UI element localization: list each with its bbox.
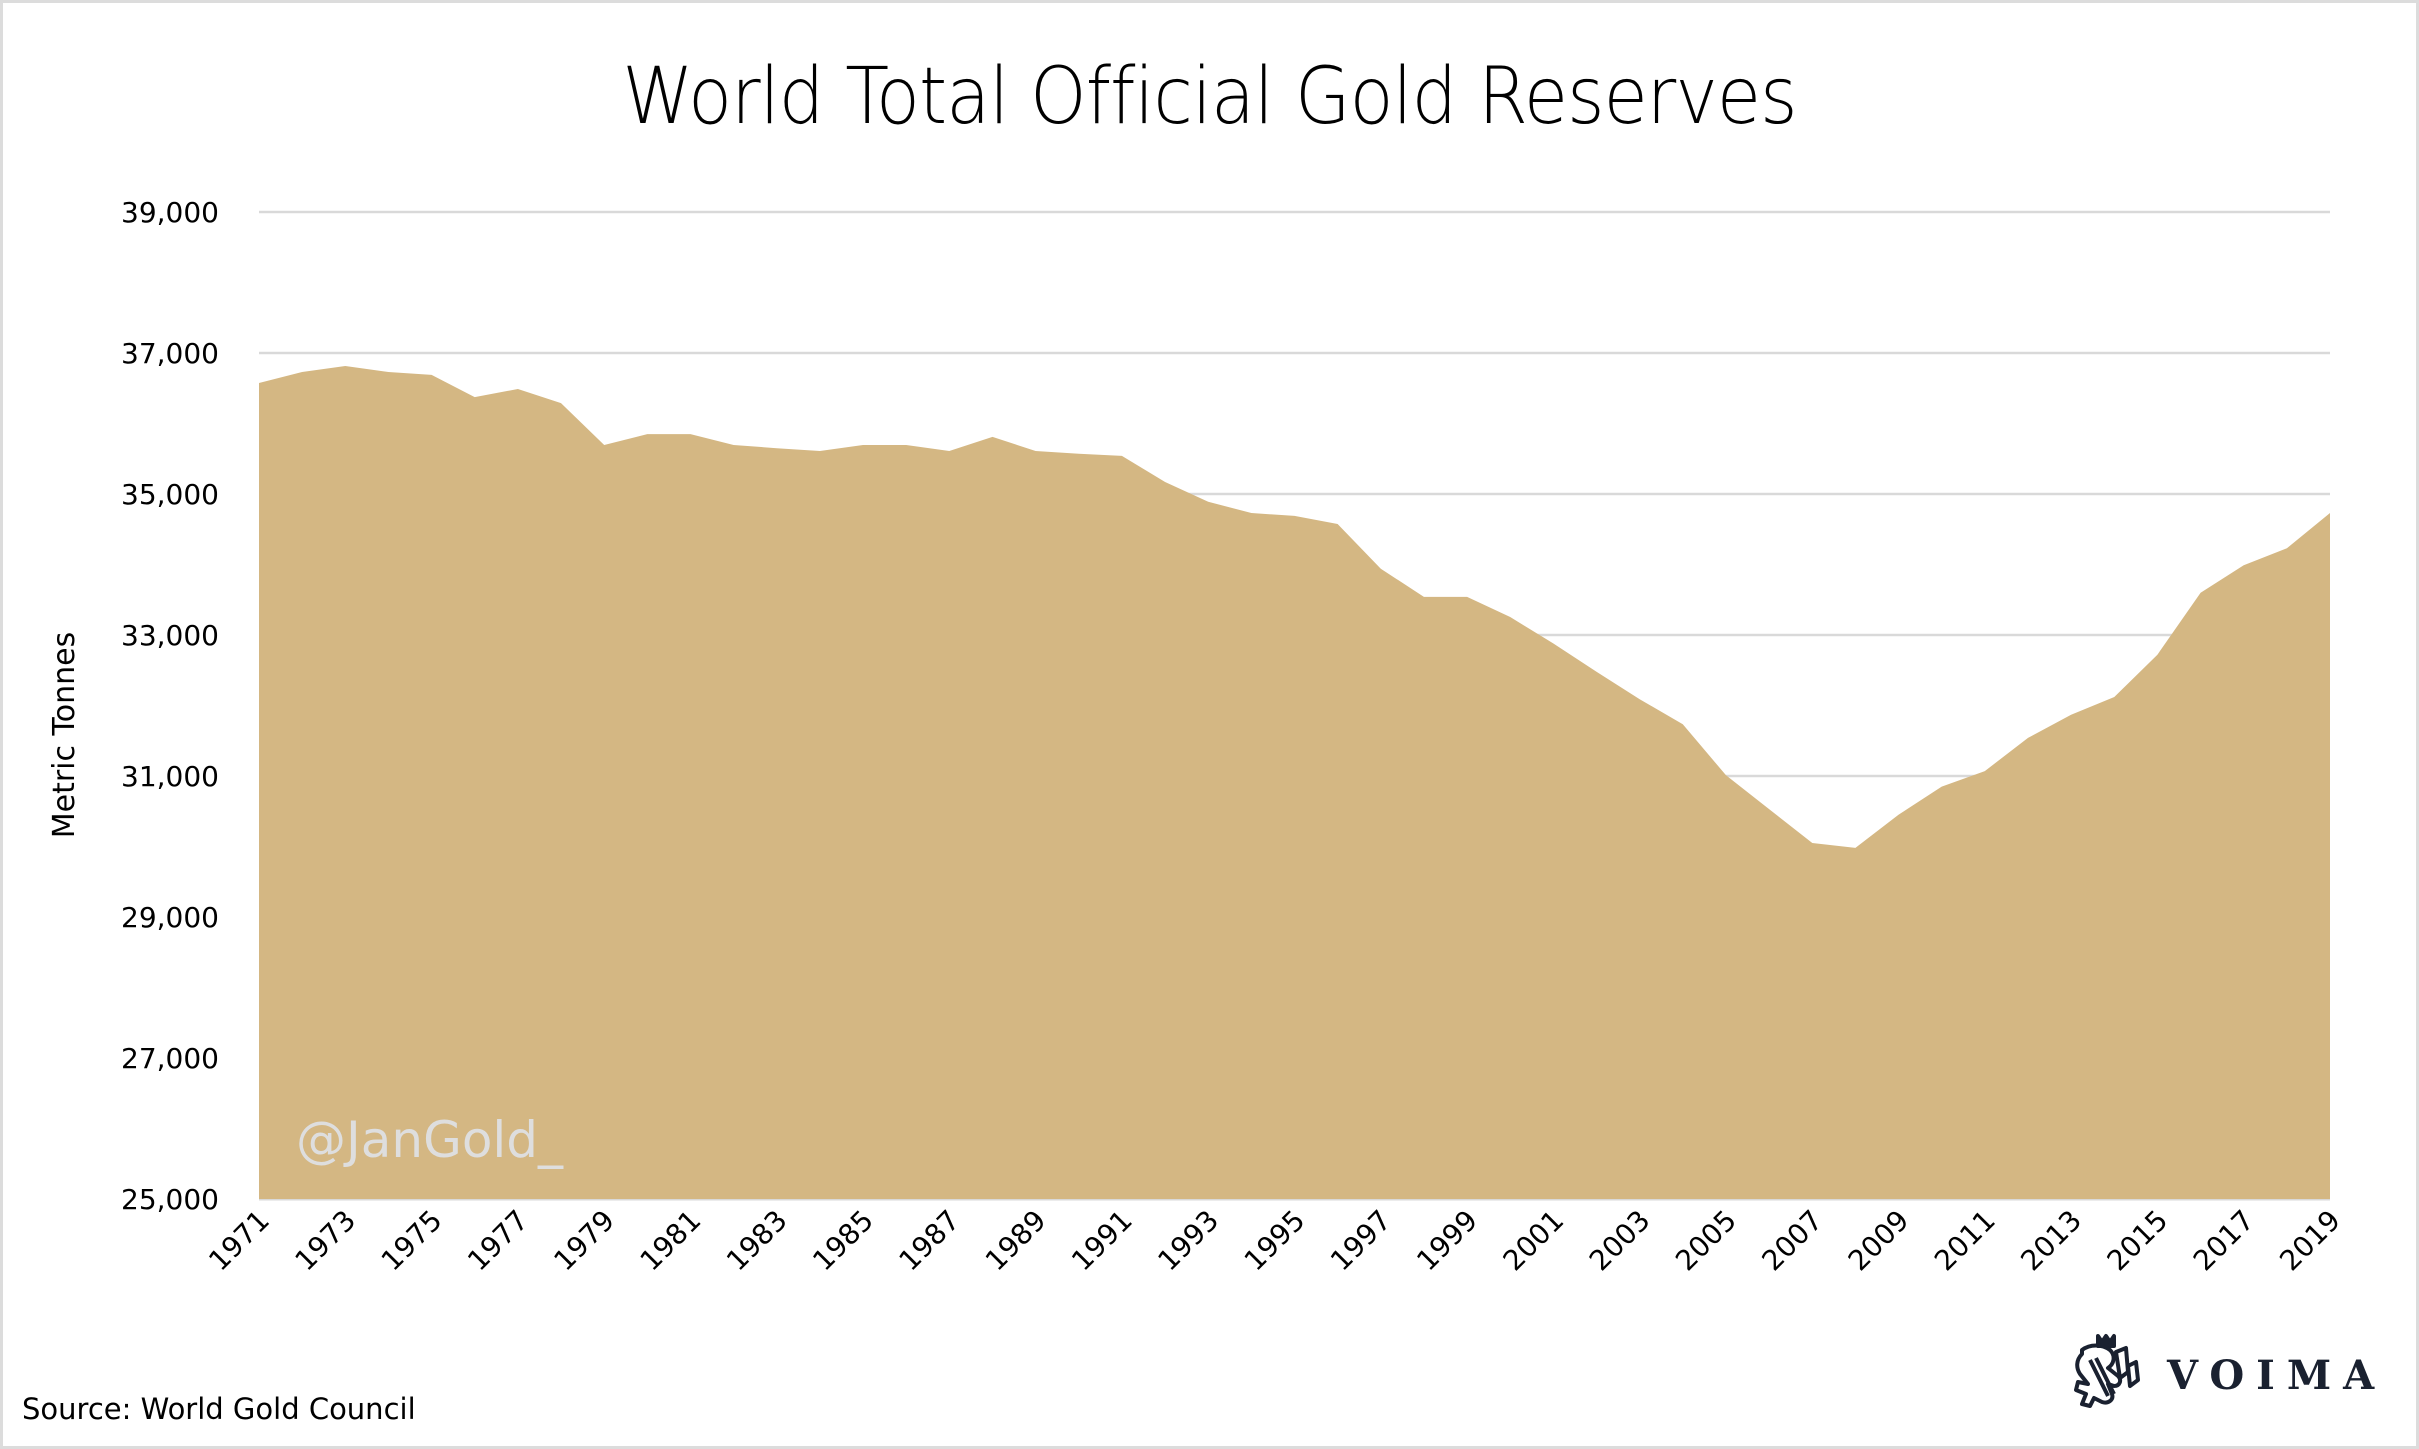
y-tick-label: 25,000	[121, 1183, 219, 1216]
x-tick-label: 2019	[2273, 1204, 2347, 1278]
chart-title: World Total Official Gold Reserves	[622, 52, 1797, 142]
x-tick-label: 1981	[634, 1204, 708, 1278]
x-tick-label: 1991	[1065, 1204, 1139, 1278]
x-tick-label: 2015	[2101, 1204, 2175, 1278]
x-tick-label: 2005	[1669, 1204, 1743, 1278]
y-tick-label: 33,000	[121, 619, 219, 652]
x-tick-label: 1989	[979, 1204, 1053, 1278]
x-tick-label: 2003	[1583, 1204, 1657, 1278]
y-tick-label: 35,000	[121, 478, 219, 511]
x-tick-label: 1975	[375, 1204, 449, 1278]
x-tick-label: 2009	[1842, 1204, 1916, 1278]
y-tick-label: 37,000	[121, 337, 219, 370]
y-tick-label: 27,000	[121, 1042, 219, 1075]
x-tick-label: 1997	[1324, 1204, 1398, 1278]
lion-crest-icon	[2074, 1334, 2140, 1408]
x-tick-label: 1979	[547, 1204, 621, 1278]
x-tick-label: 2011	[1928, 1204, 2002, 1278]
brand-name: VOIMA	[2167, 1352, 2387, 1399]
y-axis-ticks: 25,000 27,000 29,000 31,000 33,000 35,000 37,0…	[121, 196, 219, 1216]
y-tick-label: 39,000	[121, 196, 219, 229]
y-tick-label: 31,000	[121, 760, 219, 793]
y-tick-label: 29,000	[121, 901, 219, 934]
x-tick-label: 1995	[1238, 1204, 1312, 1278]
x-tick-label: 2001	[1497, 1204, 1571, 1278]
x-tick-label: 2013	[2014, 1204, 2088, 1278]
x-tick-label: 1999	[1410, 1204, 1484, 1278]
source-note: Source: World Gold Council	[22, 1392, 416, 1426]
watermark: @JanGold_	[296, 1111, 564, 1169]
x-tick-label: 2007	[1755, 1204, 1829, 1278]
x-tick-label: 1987	[893, 1204, 967, 1278]
x-tick-label: 1993	[1151, 1204, 1225, 1278]
x-tick-label: 2017	[2187, 1204, 2261, 1278]
area-series-fill	[259, 366, 2330, 1199]
y-axis-label: Metric Tonnes	[47, 632, 82, 839]
brand-logo: VOIMA	[2062, 1330, 2374, 1420]
x-tick-label: 1983	[720, 1204, 794, 1278]
area-series	[259, 366, 2330, 1199]
x-tick-label: 1985	[806, 1204, 880, 1278]
x-tick-label: 1977	[461, 1204, 535, 1278]
x-tick-label: 1973	[289, 1204, 363, 1278]
x-axis-ticks: 1971 1973 1975 1977 1979 1981 1983 1985 1987 1989…	[202, 1204, 2347, 1278]
